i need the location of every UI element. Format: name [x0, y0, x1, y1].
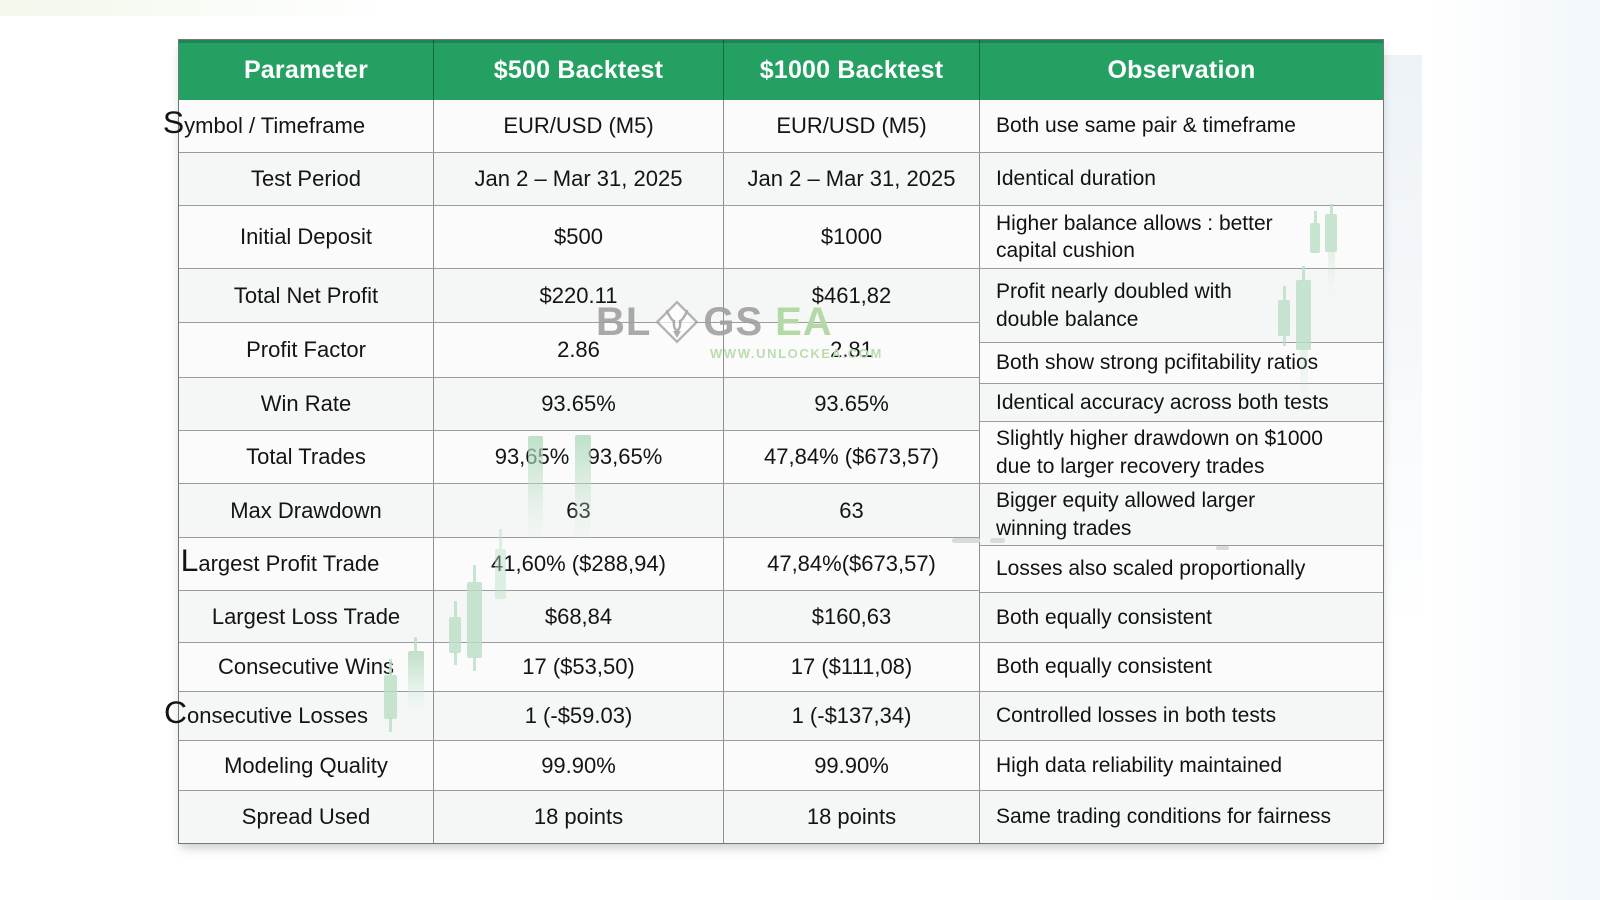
observation-cell: Both use same pair & timeframe	[980, 100, 1383, 153]
table-row: Initial Deposit $500 $1000	[179, 206, 980, 269]
table-header-row: Parameter $500 Backtest $1000 Backtest O…	[179, 40, 1383, 100]
value-cell-1000: EUR/USD (M5)	[724, 100, 980, 152]
param-cell: Spread Used	[179, 791, 434, 843]
param-label: Test Period	[250, 166, 362, 191]
param-label: Total Trades	[246, 444, 366, 469]
table-row: Largest Loss Trade $68,84 $160,63	[179, 591, 980, 643]
value-cell-500: 63	[434, 484, 724, 537]
table-row: Total Trades 93,65% 93,65% 47,84% ($673,…	[179, 431, 980, 484]
param-label: Modeling Quality	[224, 752, 388, 778]
value-cell-1000: $461,82	[724, 269, 980, 322]
observation-cell: Both show strong pcifitability ratios	[980, 343, 1383, 384]
table-row: Win Rate 93.65% 93.65%	[179, 378, 980, 431]
param-cell: Largest Loss Trade	[179, 591, 434, 642]
observation-cell: Higher balance allows : better capital c…	[980, 206, 1383, 269]
value-cell-1000: 17 ($111,08)	[724, 643, 980, 691]
column-header-parameter: Parameter	[179, 40, 434, 100]
value-cell-1000: 47,84%($673,57)	[724, 538, 980, 590]
observation-cell: Bigger equity allowed larger winning tra…	[980, 484, 1383, 546]
param-label: Spread Used	[241, 804, 371, 829]
table-row: Max Drawdown 63 63	[179, 484, 980, 538]
param-label: Initial Deposit	[239, 224, 373, 249]
param-cell: Max Drawdown	[179, 484, 434, 537]
observation-cell: Losses also scaled proportionally	[980, 546, 1383, 593]
value-cell-500: $220.11	[434, 269, 724, 322]
value-cell-1000: Jan 2 – Mar 31, 2025	[724, 153, 980, 205]
param-cell: Win Rate	[179, 378, 434, 430]
param-cell: Largest Profit Trade	[179, 538, 434, 590]
background-tint	[0, 0, 390, 16]
param-label: Win Rate	[260, 391, 352, 416]
value-cell-500: EUR/USD (M5)	[434, 100, 724, 152]
observation-cell: Same trading conditions for fairness	[980, 791, 1383, 843]
table-row: Test Period Jan 2 – Mar 31, 2025 Jan 2 –…	[179, 153, 980, 206]
param-label: Profit Factor	[246, 337, 366, 362]
value-cell-500: 1 (-$59.03)	[434, 692, 724, 740]
value-cell-500: 93.65%	[434, 378, 724, 430]
observation-cell: High data reliability maintained	[980, 741, 1383, 791]
value-cell-500: 18 points	[434, 791, 724, 843]
value-cell-500: 41,60% ($288,94)	[434, 538, 724, 590]
param-cell: Total Net Profit	[179, 269, 434, 322]
table-row: Consecutive Wins 17 ($53,50) 17 ($111,08…	[179, 643, 980, 692]
background-tint	[1384, 55, 1422, 615]
param-label: Largest Loss Trade	[211, 603, 401, 629]
observation-cell: Profit nearly doubled with double balanc…	[980, 269, 1383, 343]
observation-cell: Slightly higher drawdown on $1000 due to…	[980, 422, 1383, 484]
param-cell: Total Trades	[179, 431, 434, 483]
observation-cell: Identical accuracy across both tests	[980, 384, 1383, 422]
value-cell-500: 99.90%	[434, 741, 724, 790]
value-cell-1000: 63	[724, 484, 980, 537]
param-label: Consecutive Losses	[163, 694, 369, 730]
param-cell: Initial Deposit	[179, 206, 434, 268]
param-cell: Test Period	[179, 153, 434, 205]
value-cell-1000: 18 points	[724, 791, 980, 843]
table-row: Modeling Quality 99.90% 99.90%	[179, 741, 980, 791]
observation-cell: Both equally consistent	[980, 643, 1383, 692]
backtest-comparison-table: Parameter $500 Backtest $1000 Backtest O…	[163, 39, 1384, 844]
value-cell-1000: 1 (-$137,34)	[724, 692, 980, 740]
table-row: Symbol / Timeframe EUR/USD (M5) EUR/USD …	[163, 100, 980, 153]
column-header-500-backtest: $500 Backtest	[434, 40, 724, 100]
table-row: Total Net Profit $220.11 $461,82	[179, 269, 980, 323]
table-row: Spread Used 18 points 18 points	[179, 791, 980, 843]
param-cell: Consecutive Wins	[179, 643, 434, 691]
table-row: Largest Profit Trade 41,60% ($288,94) 47…	[179, 538, 980, 591]
value-cell-1000: 2.81	[724, 323, 980, 377]
param-label: Max Drawdown	[230, 497, 382, 523]
value-cell-1000: $160,63	[724, 591, 980, 642]
value-cell-500: 2.86	[434, 323, 724, 377]
column-header-observation: Observation	[1107, 55, 1256, 84]
param-label: Consecutive Wins	[217, 654, 395, 679]
observation-cell: Controlled losses in both tests	[980, 692, 1383, 741]
observation-cell: Identical duration	[980, 153, 1383, 206]
table-row: Consecutive Losses 1 (-$59.03) 1 (-$137,…	[164, 692, 980, 741]
value-cell-1000: 93.65%	[724, 378, 980, 430]
value-cell-1000: 47,84% ($673,57)	[724, 431, 980, 483]
value-cell-500: Jan 2 – Mar 31, 2025	[434, 153, 724, 205]
param-cell: Profit Factor	[179, 323, 434, 377]
observation-cell: Both equally consistent	[980, 593, 1383, 643]
param-cell: Consecutive Losses	[164, 692, 434, 740]
value-cell-500: 17 ($53,50)	[434, 643, 724, 691]
table-left-columns: Symbol / Timeframe EUR/USD (M5) EUR/USD …	[163, 100, 980, 843]
table-body: Symbol / Timeframe EUR/USD (M5) EUR/USD …	[163, 100, 1383, 843]
column-header-1000-backtest: $1000 Backtest	[724, 40, 980, 100]
param-label: Largest Profit Trade	[180, 542, 380, 578]
value-cell-500: $500	[434, 206, 724, 268]
param-cell: Modeling Quality	[179, 741, 434, 790]
param-cell: Symbol / Timeframe	[163, 100, 434, 152]
background-tint	[1425, 0, 1600, 900]
value-cell-1000: $1000	[724, 206, 980, 268]
param-label: Symbol / Timeframe	[162, 104, 366, 140]
value-cell-1000: 99.90%	[724, 741, 980, 790]
table-row: Profit Factor 2.86 2.81	[179, 323, 980, 378]
observation-column: Both use same pair & timeframe Identical…	[980, 100, 1383, 843]
value-cell-500: $68,84	[434, 591, 724, 642]
param-label: Total Net Profit	[233, 282, 379, 308]
value-cell-500: 93,65% 93,65%	[434, 431, 724, 483]
